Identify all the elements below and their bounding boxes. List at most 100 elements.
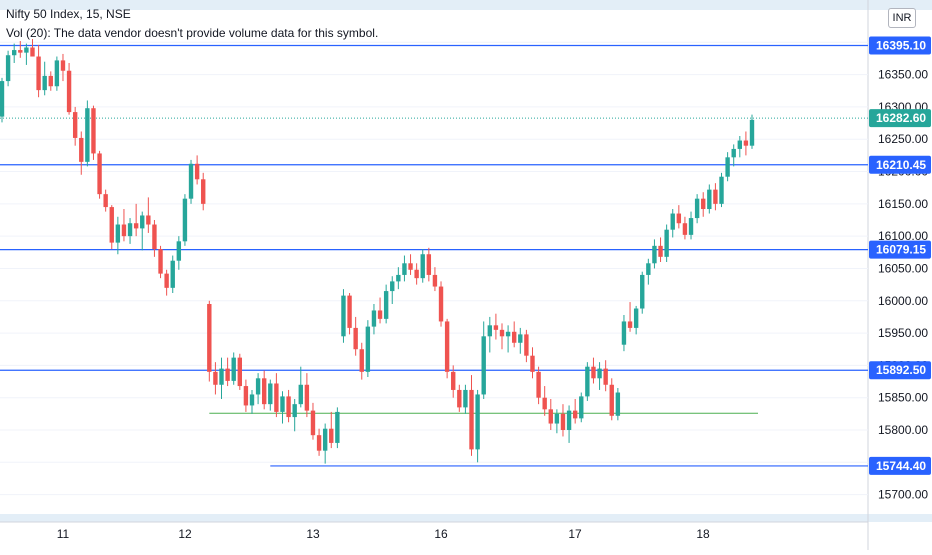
candle-up[interactable] <box>365 326 371 372</box>
candle-up[interactable] <box>597 368 602 379</box>
level-price-tag[interactable] <box>869 361 931 380</box>
candle-up[interactable] <box>640 274 645 309</box>
candle-down[interactable] <box>316 435 322 451</box>
candle-down[interactable] <box>347 295 352 328</box>
candle-up[interactable] <box>322 428 328 451</box>
candle-up[interactable] <box>585 366 590 397</box>
candle-up[interactable] <box>554 413 560 424</box>
candle-up[interactable] <box>390 281 395 292</box>
candle-down[interactable] <box>499 329 505 337</box>
candle-down[interactable] <box>91 108 96 154</box>
candle-up[interactable] <box>463 389 468 408</box>
candle-down[interactable] <box>408 263 413 270</box>
candle-down[interactable] <box>426 254 432 275</box>
candle-down[interactable] <box>572 410 578 419</box>
candle-up[interactable] <box>5 55 11 82</box>
candle-down[interactable] <box>152 224 157 250</box>
candle-down[interactable] <box>743 140 749 146</box>
candle-up[interactable] <box>737 140 742 149</box>
candle-down[interactable] <box>682 223 688 235</box>
candle-down[interactable] <box>432 274 438 287</box>
candle-down[interactable] <box>701 198 706 210</box>
candle-down[interactable] <box>213 371 218 385</box>
candle-down[interactable] <box>201 179 206 204</box>
candle-up[interactable] <box>12 50 17 56</box>
candle-down[interactable] <box>79 137 84 162</box>
candle-up[interactable] <box>249 394 255 406</box>
candle-down[interactable] <box>146 215 151 225</box>
candle-up[interactable] <box>719 176 724 204</box>
candle-down[interactable] <box>353 327 358 350</box>
candle-down[interactable] <box>524 334 529 356</box>
candle-up[interactable] <box>371 310 377 327</box>
candle-up[interactable] <box>646 263 651 275</box>
candle-down[interactable] <box>359 349 364 372</box>
candle-down[interactable] <box>658 245 663 257</box>
candle-up[interactable] <box>115 224 121 243</box>
candle-up[interactable] <box>670 213 675 230</box>
candle-up[interactable] <box>615 392 621 416</box>
candle-up[interactable] <box>0 81 5 117</box>
candle-down[interactable] <box>530 355 535 372</box>
candle-up[interactable] <box>664 229 669 257</box>
level-price-tag[interactable] <box>869 240 931 259</box>
candle-down[interactable] <box>121 224 127 237</box>
candle-down[interactable] <box>164 273 169 288</box>
level-price-tag[interactable] <box>869 155 931 174</box>
candle-down[interactable] <box>72 112 78 138</box>
candle-up[interactable] <box>85 108 90 162</box>
candle-up[interactable] <box>182 198 188 242</box>
candle-up[interactable] <box>341 295 346 337</box>
candle-up[interactable] <box>725 157 730 177</box>
candle-down[interactable] <box>133 223 139 229</box>
candle-up[interactable] <box>231 357 236 381</box>
candle-up[interactable] <box>731 148 736 158</box>
level-price-tag[interactable] <box>869 456 931 475</box>
candle-down[interactable] <box>713 189 718 204</box>
candle-down[interactable] <box>676 213 682 224</box>
candle-down[interactable] <box>66 70 72 113</box>
candle-up[interactable] <box>633 308 639 328</box>
candle-up[interactable] <box>298 384 303 405</box>
candle-up[interactable] <box>487 325 492 337</box>
candle-down[interactable] <box>48 75 53 87</box>
candle-down[interactable] <box>414 269 419 279</box>
candle-down[interactable] <box>225 368 230 381</box>
candle-down[interactable] <box>493 325 499 330</box>
candle-down[interactable] <box>560 413 566 430</box>
candle-up[interactable] <box>170 260 175 288</box>
candle-down[interactable] <box>109 207 114 243</box>
candle-down[interactable] <box>444 321 450 372</box>
candle-up[interactable] <box>505 331 511 337</box>
candle-up[interactable] <box>420 254 425 279</box>
currency-badge[interactable]: INR <box>888 8 916 28</box>
candle-up[interactable] <box>688 218 694 235</box>
candle-down[interactable] <box>262 378 267 405</box>
candle-down[interactable] <box>603 368 608 385</box>
candle-down[interactable] <box>542 397 547 410</box>
level-price-tag[interactable] <box>869 36 931 55</box>
candle-down[interactable] <box>30 47 35 57</box>
candle-down[interactable] <box>304 384 310 411</box>
candle-up[interactable] <box>707 189 712 210</box>
candle-down[interactable] <box>97 153 102 195</box>
candle-up[interactable] <box>566 410 572 430</box>
candle-down[interactable] <box>377 310 383 319</box>
candle-down[interactable] <box>243 386 249 406</box>
candle-up[interactable] <box>475 394 480 450</box>
candle-down[interactable] <box>194 163 200 180</box>
candle-up[interactable] <box>42 75 47 91</box>
candle-down[interactable] <box>329 428 334 443</box>
candle-down[interactable] <box>274 383 279 412</box>
candle-up[interactable] <box>280 396 285 412</box>
candle-down[interactable] <box>18 50 23 53</box>
candle-up[interactable] <box>402 263 407 275</box>
candle-down[interactable] <box>310 410 316 436</box>
candle-down[interactable] <box>237 357 242 387</box>
candle-up[interactable] <box>335 411 340 443</box>
candle-up[interactable] <box>396 274 401 282</box>
candle-up[interactable] <box>24 47 29 53</box>
candle-down[interactable] <box>103 194 108 208</box>
